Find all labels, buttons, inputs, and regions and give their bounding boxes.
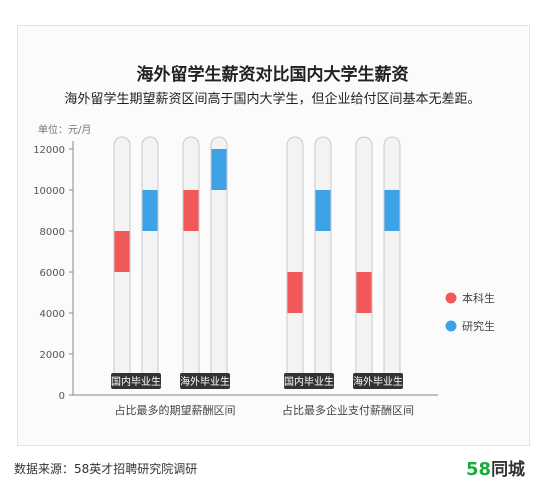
y-tick-label: 2000 <box>40 350 65 361</box>
legend-marker <box>445 292 457 304</box>
bachelor-range-bar <box>356 272 372 313</box>
y-tick-label: 12000 <box>33 145 65 156</box>
bachelor-range-bar <box>114 231 130 272</box>
logo-text: 同城 <box>491 460 526 480</box>
data-source: 数据来源：58英才招聘研究院调研 <box>14 462 198 476</box>
y-tick-label: 4000 <box>40 309 65 320</box>
subgroup-label: 国内毕业生 <box>111 375 161 388</box>
pill-track <box>141 136 159 383</box>
y-tick-label: 10000 <box>33 186 65 197</box>
master-range-bar <box>211 149 227 190</box>
y-tick-label: 8000 <box>40 227 65 238</box>
subgroup-tag <box>353 373 403 389</box>
subgroup-label: 海外毕业生 <box>180 375 230 388</box>
bachelor-range-bar <box>183 190 199 231</box>
master-range-bar <box>384 190 400 231</box>
pill-track <box>314 136 332 383</box>
bachelor-range-bar <box>287 272 303 313</box>
subgroup-tag <box>111 373 161 389</box>
subgroup-label: 国内毕业生 <box>284 375 334 388</box>
legend-label: 研究生 <box>462 319 495 333</box>
subgroup-tag <box>180 373 230 389</box>
pill-track <box>286 136 304 383</box>
subgroup-label: 海外毕业生 <box>353 375 403 388</box>
y-unit-label: 单位：元/月 <box>38 125 92 136</box>
logo-number: 58 <box>466 459 492 480</box>
58-logo: 58同城 <box>466 455 525 480</box>
pill-track <box>383 136 401 383</box>
master-range-bar <box>142 190 158 231</box>
chart-subtitle: 海外留学生期望薪资区间高于国内大学生，但企业给付区间基本无差距。 <box>64 92 481 107</box>
group-label: 占比最多的期望薪酬区间 <box>115 403 236 417</box>
pill-track <box>355 136 373 383</box>
master-range-bar <box>315 190 331 231</box>
pill-track <box>182 136 200 383</box>
chart-title: 海外留学生薪资对比国内大学生薪资 <box>136 65 409 85</box>
chart-card <box>17 25 530 446</box>
subgroup-tag <box>284 373 334 389</box>
y-tick-label: 0 <box>59 391 65 402</box>
legend-label: 本科生 <box>462 291 495 305</box>
legend-marker <box>445 320 457 332</box>
group-label: 占比最多企业支付薪酬区间 <box>282 403 414 417</box>
y-tick-label: 6000 <box>40 268 65 279</box>
